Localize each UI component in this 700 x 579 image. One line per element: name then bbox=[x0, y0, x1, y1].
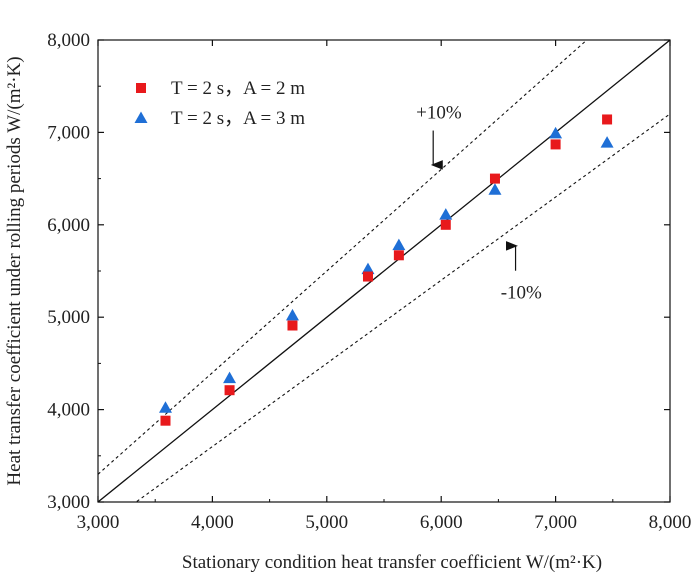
point-a2 bbox=[489, 173, 500, 184]
point-a3 bbox=[392, 238, 406, 251]
y-axis-label: Heat transfer coefficient under rolling … bbox=[4, 56, 25, 485]
y-tick-label: 4,000 bbox=[47, 400, 90, 421]
y-tick-label: 3,000 bbox=[47, 492, 90, 513]
x-axis-label: Stationary condition heat transfer coeff… bbox=[182, 552, 602, 573]
x-tick-label: 7,000 bbox=[534, 512, 577, 533]
legend-marker-triangle bbox=[134, 111, 148, 123]
reference-line-plus-10 bbox=[98, 40, 588, 475]
legend-marker-square bbox=[136, 83, 146, 93]
point-a3 bbox=[600, 136, 614, 148]
x-tick-label: 6,000 bbox=[420, 512, 463, 533]
point-a3 bbox=[361, 262, 375, 275]
point-a3 bbox=[439, 208, 453, 220]
point-a2 bbox=[287, 320, 298, 331]
reference-lines bbox=[98, 40, 670, 502]
legend-entry: T = 2 s，A = 3 m bbox=[171, 108, 305, 129]
point-a2 bbox=[440, 219, 451, 230]
legend-entry: T = 2 s，A = 2 m bbox=[171, 78, 305, 99]
point-a3 bbox=[285, 308, 299, 321]
point-a2 bbox=[160, 415, 171, 426]
point-a2 bbox=[393, 250, 404, 261]
x-tick-label: 4,000 bbox=[191, 512, 234, 533]
point-a2 bbox=[602, 114, 613, 125]
point-a2 bbox=[362, 271, 373, 282]
x-tick-label: 8,000 bbox=[649, 512, 692, 533]
y-tick-label: 7,000 bbox=[47, 122, 90, 143]
point-a3 bbox=[549, 126, 563, 139]
x-tick-label: 5,000 bbox=[305, 512, 348, 533]
y-tick-label: 6,000 bbox=[47, 215, 90, 236]
point-a3 bbox=[158, 401, 172, 413]
y-tick-label: 8,000 bbox=[47, 30, 90, 51]
reference-line-equal bbox=[98, 40, 670, 502]
annotation-minus-10: -10% bbox=[501, 283, 542, 304]
point-a2 bbox=[550, 139, 561, 150]
y-tick-label: 5,000 bbox=[47, 307, 90, 328]
point-a3 bbox=[488, 183, 502, 195]
point-a3 bbox=[223, 371, 237, 384]
point-a2 bbox=[224, 385, 235, 396]
x-tick-label: 3,000 bbox=[77, 512, 120, 533]
annotation-plus-10: +10% bbox=[416, 103, 462, 124]
plot-area: 3,000 4,000 5,000 6,000 7,000 8,000 3,000 4,000… bbox=[4, 30, 692, 573]
reference-line-minus-10 bbox=[135, 113, 670, 502]
